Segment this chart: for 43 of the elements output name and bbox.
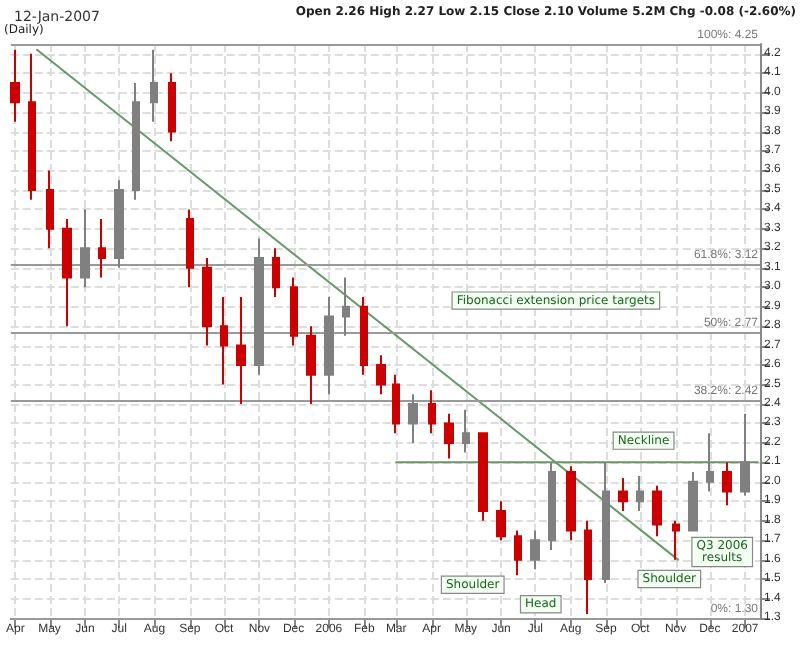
candlestick bbox=[566, 465, 576, 542]
candlestick bbox=[10, 48, 20, 123]
candlestick bbox=[236, 295, 246, 405]
candlestick bbox=[186, 208, 194, 289]
candlestick bbox=[514, 529, 522, 577]
candlestick bbox=[342, 276, 350, 337]
candlestick bbox=[688, 471, 698, 532]
candlestick bbox=[306, 325, 316, 405]
candlestick bbox=[62, 218, 72, 328]
candlestick bbox=[98, 218, 106, 279]
candlestick bbox=[530, 529, 540, 571]
candlestick bbox=[618, 476, 628, 512]
candlestick bbox=[428, 389, 436, 435]
candlestick bbox=[652, 484, 662, 538]
candlestick bbox=[706, 432, 714, 493]
candlestick bbox=[376, 354, 386, 396]
candlestick bbox=[602, 461, 610, 584]
candlestick bbox=[46, 169, 54, 250]
candlestick bbox=[114, 179, 124, 269]
candlestick bbox=[202, 257, 212, 347]
candlestick bbox=[672, 519, 680, 561]
candlestick bbox=[360, 295, 368, 376]
candlestick bbox=[740, 412, 750, 497]
candlestick bbox=[636, 474, 644, 512]
candlestick bbox=[496, 500, 506, 542]
candlestick bbox=[722, 461, 732, 507]
candlestick bbox=[272, 247, 280, 298]
candlestick bbox=[548, 461, 556, 551]
candlestick bbox=[220, 295, 228, 386]
candlestick bbox=[392, 373, 400, 435]
candlestick bbox=[254, 237, 264, 376]
candlestick bbox=[584, 519, 592, 616]
candlestick bbox=[408, 393, 418, 444]
candlestick bbox=[28, 52, 36, 201]
candlestick bbox=[478, 432, 488, 522]
candlestick bbox=[444, 412, 454, 460]
candlestick bbox=[324, 295, 334, 396]
candlestick bbox=[168, 72, 176, 143]
candlestick bbox=[290, 276, 298, 347]
candlestick bbox=[80, 208, 90, 289]
candlestick bbox=[462, 408, 470, 454]
candlestick bbox=[150, 48, 158, 123]
candlestick bbox=[132, 81, 140, 201]
